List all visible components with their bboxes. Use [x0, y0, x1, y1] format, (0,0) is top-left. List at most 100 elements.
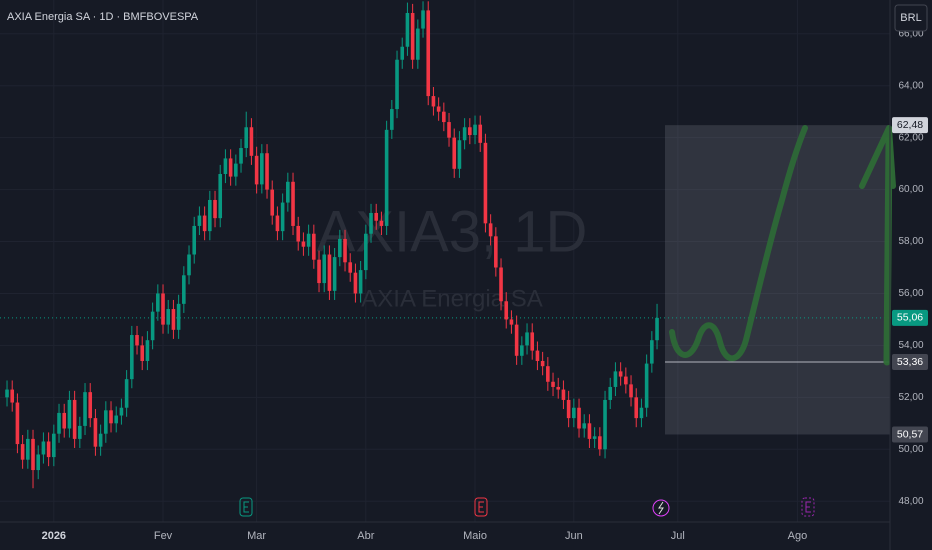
y-tick-label: 50,00: [898, 444, 923, 455]
candle-body: [488, 223, 493, 237]
candle-body: [306, 233, 311, 247]
candle-body: [52, 433, 56, 458]
candle-body: [447, 122, 451, 138]
candle-body: [15, 402, 20, 445]
y-tick-label: 52,00: [898, 392, 923, 403]
candle-body: [353, 272, 358, 294]
candle-body: [223, 158, 228, 174]
candle-body: [286, 181, 290, 203]
candle-body: [67, 399, 72, 429]
y-tick-label: 60,00: [898, 184, 923, 195]
candle-body: [265, 153, 269, 190]
candle-body: [603, 399, 607, 450]
candle-body: [379, 220, 384, 226]
candle-body: [182, 275, 186, 304]
x-tick-label: Fev: [154, 530, 173, 542]
candle-body: [525, 332, 529, 346]
candle-body: [530, 332, 535, 351]
candle-body: [20, 444, 25, 460]
candle-body: [566, 399, 571, 419]
candle-body: [72, 399, 77, 439]
dividend-event: [652, 499, 670, 517]
drawings: [0, 125, 890, 435]
candles: [5, 1, 659, 489]
candle-body: [535, 350, 540, 361]
chart-header: AXIA Energia SA · 1D · BMFBOVESPA: [7, 11, 199, 23]
candle-body: [613, 371, 618, 387]
candle-body: [546, 366, 550, 382]
candle-body: [208, 199, 212, 232]
candle-body: [171, 309, 176, 330]
candle-body: [421, 10, 425, 29]
candle-body: [598, 436, 602, 450]
price-label-bg: [892, 426, 928, 443]
candle-body: [509, 319, 514, 325]
candle-body: [280, 202, 285, 232]
candle-body: [249, 127, 254, 156]
candle-body: [244, 127, 249, 149]
y-tick-label: 54,00: [898, 340, 923, 351]
candle-body: [390, 109, 394, 130]
axis: 48,00 50,00 52,00 54,00 56,00 58,00 60,00 62,00…: [42, 28, 928, 542]
candle-body: [650, 340, 654, 364]
candle-body: [369, 212, 373, 234]
events: [239, 497, 815, 517]
candle-body: [202, 215, 207, 232]
candle-body: [473, 124, 477, 136]
earnings-event: [239, 497, 253, 517]
currency-label[interactable]: BRL: [900, 12, 921, 24]
price-label-bg: [892, 309, 928, 326]
candle-body: [629, 384, 633, 398]
candle-body: [457, 140, 462, 169]
candle-body: [140, 345, 145, 361]
candle-body: [431, 96, 436, 107]
candle-body: [187, 254, 191, 276]
x-tick-label: Jun: [565, 530, 583, 542]
candle-body: [301, 241, 306, 247]
candle-body: [5, 389, 9, 398]
y-tick-label: 62,00: [898, 132, 923, 143]
x-tick-label: 2026: [42, 530, 66, 542]
candle-body: [436, 106, 441, 112]
candle-body: [561, 389, 566, 400]
arrow-head: [859, 125, 896, 189]
candle-body: [618, 371, 623, 377]
candle-body: [192, 225, 197, 255]
candle-body: [234, 163, 238, 177]
x-tick-label: Abr: [357, 530, 374, 542]
candle-body: [291, 181, 295, 226]
x-tick-label: Maio: [463, 530, 487, 542]
candle-body: [332, 257, 337, 291]
candle-body: [410, 12, 415, 60]
earnings-icon: [478, 501, 484, 513]
candle-body: [442, 111, 446, 123]
earnings-event: [474, 497, 488, 517]
candle-body: [400, 46, 405, 60]
candle-body: [384, 129, 389, 226]
candle-body: [343, 238, 347, 263]
candle-body: [270, 189, 275, 216]
candle-body: [150, 311, 155, 341]
x-tick-label: Ago: [788, 530, 808, 542]
price-label: 62,48: [897, 119, 923, 131]
candle-body: [213, 199, 217, 219]
y-tick-label: 58,00: [898, 236, 923, 247]
candle-body: [483, 142, 488, 224]
y-tick-label: 48,00: [898, 496, 923, 507]
candle-body: [166, 309, 171, 325]
candle-body: [374, 212, 379, 221]
candle-body: [644, 363, 649, 408]
hand-drawn-path: [669, 125, 808, 362]
candle-body: [62, 412, 67, 429]
earnings-event: [801, 497, 815, 517]
range-box: [665, 125, 890, 435]
candle-body: [312, 233, 316, 260]
candle-body: [322, 254, 327, 284]
candle-body: [176, 303, 181, 330]
candle-body: [98, 433, 103, 447]
candle-body: [254, 155, 259, 185]
currency-button[interactable]: [894, 4, 928, 32]
earnings-icon: [243, 501, 249, 513]
